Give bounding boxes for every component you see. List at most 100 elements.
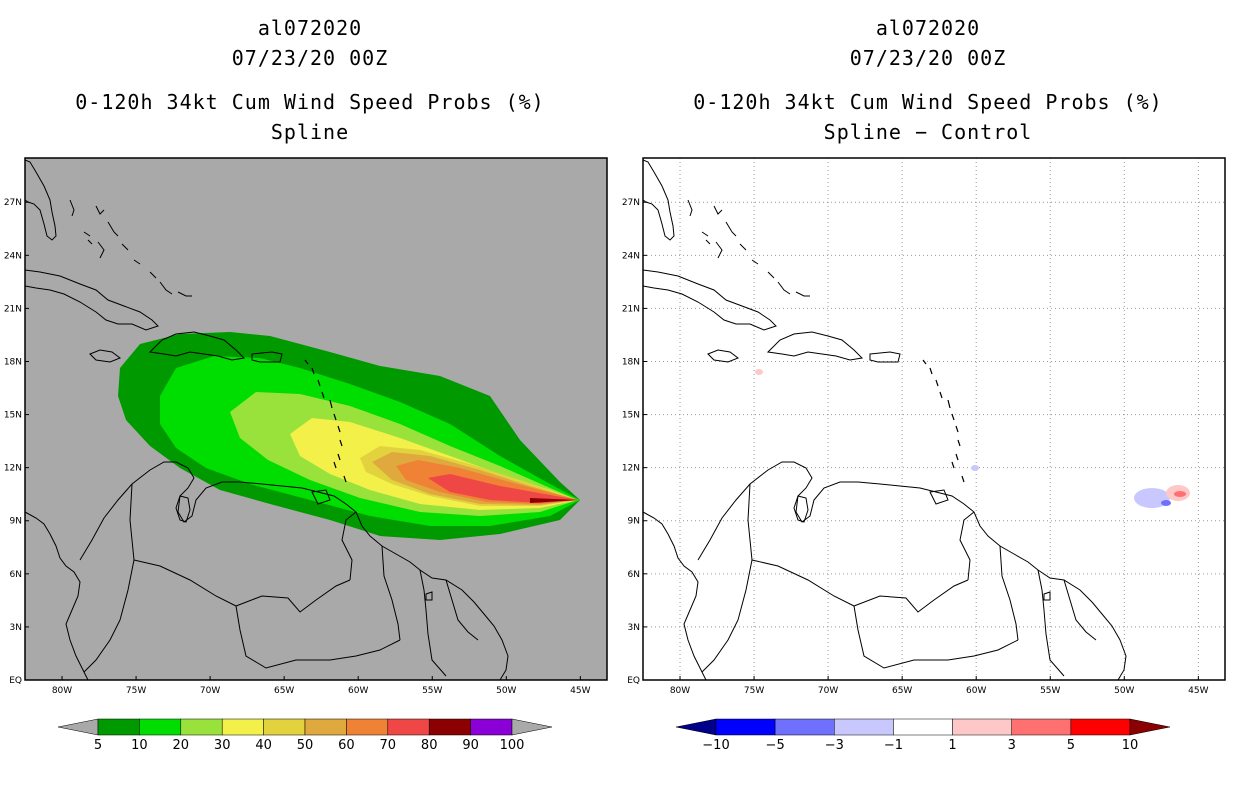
lat-tick-label: 21N	[622, 304, 640, 314]
left-colorbar-label: 70	[380, 738, 397, 753]
diff-positive-core	[1174, 491, 1186, 497]
left-colorbar-swatch	[470, 718, 513, 736]
prob-contour-70	[428, 474, 578, 503]
lon-tick-label: 60W	[348, 686, 368, 696]
right-colorbar-label: −1	[884, 738, 903, 753]
right-colorbar-right-arrow	[1129, 718, 1171, 736]
left-colorbar-swatch	[387, 718, 430, 736]
right-product-title: 0-120h 34kt Cum Wind Speed Probs (%)	[693, 90, 1163, 114]
right-axes: EQ 3N 6N 9N 12N 15N 18N 21N 24N 27N 80W 75W 70W 65W 60…	[622, 198, 1209, 696]
left-colorbar-swatch	[304, 718, 347, 736]
lat-tick-label: 9N	[628, 517, 640, 527]
lat-tick-label: 3N	[10, 623, 22, 633]
lon-tick-label: 60W	[966, 686, 986, 696]
left-colorbar-label: 100	[500, 738, 525, 753]
right-colorbar-label: −10	[702, 738, 729, 753]
lon-tick-label: 65W	[274, 686, 294, 696]
left-colorbar-label: 80	[421, 738, 438, 753]
right-map-panel: EQ 3N 6N 9N 12N 15N 18N 21N 24N 27N 80W 75W 70W 65W 60…	[622, 157, 1226, 696]
lat-tick-label: 12N	[622, 464, 640, 474]
lat-tick-label: 24N	[4, 251, 22, 261]
lat-tick-label: 12N	[4, 464, 22, 474]
right-subtitle: Spline − Control	[823, 120, 1033, 144]
right-colorbar-swatch	[893, 718, 953, 736]
lat-tick-label: EQ	[627, 676, 640, 686]
left-colorbar-label: 90	[462, 738, 479, 753]
right-colorbar-left-arrow	[675, 718, 717, 736]
right-colorbar-label: 3	[1008, 738, 1016, 753]
left-colorbar-label: 50	[297, 738, 314, 753]
lat-tick-label: 6N	[628, 570, 640, 580]
lon-tick-label: 75W	[126, 686, 146, 696]
left-axes: EQ 3N 6N 9N 12N 15N 18N 21N 24N 27N 80W 75W 70W 65W 60…	[4, 198, 591, 696]
lat-tick-label: 15N	[622, 411, 640, 421]
right-colorbar-swatch	[774, 718, 835, 736]
left-colorbar-swatch	[139, 718, 182, 736]
left-subtitle: Spline	[270, 120, 350, 144]
right-colorbar-swatch	[834, 718, 894, 736]
diff-small-negative	[971, 465, 979, 471]
lon-tick-label: 65W	[892, 686, 912, 696]
lat-tick-label: 27N	[4, 198, 22, 208]
lat-tick-label: EQ	[9, 676, 22, 686]
right-colorbar-label: 5	[1067, 738, 1075, 753]
lon-tick-label: 80W	[52, 686, 72, 696]
right-colorbar-label: −3	[825, 738, 844, 753]
left-map-frame	[24, 157, 608, 681]
lat-tick-label: 3N	[628, 623, 640, 633]
lon-tick-label: 70W	[818, 686, 838, 696]
right-datetime: 07/23/20 00Z	[849, 46, 1007, 70]
right-map-frame	[642, 157, 1226, 681]
left-colorbar-label: 5	[94, 738, 102, 753]
left-colorbar-label: 20	[173, 738, 190, 753]
lat-tick-label: 15N	[4, 411, 22, 421]
lon-tick-label: 45W	[570, 686, 590, 696]
left-colorbar-swatch	[428, 718, 471, 736]
right-colorbar-swatch	[1070, 718, 1131, 736]
left-colorbar-label: 30	[214, 738, 231, 753]
lon-tick-label: 50W	[496, 686, 516, 696]
left-colorbar-swatch	[346, 718, 389, 736]
lon-tick-label: 80W	[670, 686, 690, 696]
left-product-title: 0-120h 34kt Cum Wind Speed Probs (%)	[75, 90, 545, 114]
diff-small-positive	[755, 369, 763, 375]
right-colorbar-swatch	[715, 718, 776, 736]
left-colorbar-swatch	[221, 718, 264, 736]
left-map-panel: EQ 3N 6N 9N 12N 15N 18N 21N 24N 27N 80W 75W 70W 65W 60…	[4, 157, 608, 696]
lon-tick-label: 75W	[744, 686, 764, 696]
lat-tick-label: 27N	[622, 198, 640, 208]
left-colorbar-left-arrow	[57, 718, 99, 736]
lon-tick-label: 50W	[1114, 686, 1134, 696]
right-gridlines	[643, 158, 1225, 680]
right-colorbar-label: −5	[766, 738, 785, 753]
right-colorbar-label: 1	[948, 738, 956, 753]
left-colorbar-swatch	[263, 718, 306, 736]
right-storm-id: al072020	[875, 16, 981, 40]
lon-tick-label: 45W	[1188, 686, 1208, 696]
right-colorbar-swatch	[1011, 718, 1072, 736]
left-colorbar: 5 10 20 30 40 50 60 70 80 90 100	[57, 718, 553, 753]
prob-contour-80	[530, 498, 578, 503]
lon-tick-label: 55W	[422, 686, 442, 696]
left-colorbar-label: 40	[255, 738, 272, 753]
lat-tick-label: 18N	[4, 357, 22, 367]
lon-tick-label: 70W	[200, 686, 220, 696]
left-colorbar-label: 10	[131, 738, 148, 753]
right-colorbar: −10 −5 −3 −1 1 3 5 10	[675, 718, 1171, 753]
left-colorbar-swatch	[97, 718, 140, 736]
lat-tick-label: 6N	[10, 570, 22, 580]
lat-tick-label: 9N	[10, 517, 22, 527]
left-colorbar-swatch	[180, 718, 223, 736]
left-datetime: 07/23/20 00Z	[231, 46, 389, 70]
right-colorbar-swatch	[952, 718, 1012, 736]
lat-tick-label: 18N	[622, 357, 640, 367]
left-colorbar-right-arrow	[511, 718, 553, 736]
right-map-background	[643, 158, 1225, 680]
right-colorbar-label: 10	[1122, 738, 1139, 753]
lat-tick-label: 21N	[4, 304, 22, 314]
left-storm-id: al072020	[257, 16, 363, 40]
lat-tick-label: 24N	[622, 251, 640, 261]
diff-negative-core	[1161, 500, 1171, 506]
left-colorbar-label: 60	[338, 738, 355, 753]
lon-tick-label: 55W	[1040, 686, 1060, 696]
